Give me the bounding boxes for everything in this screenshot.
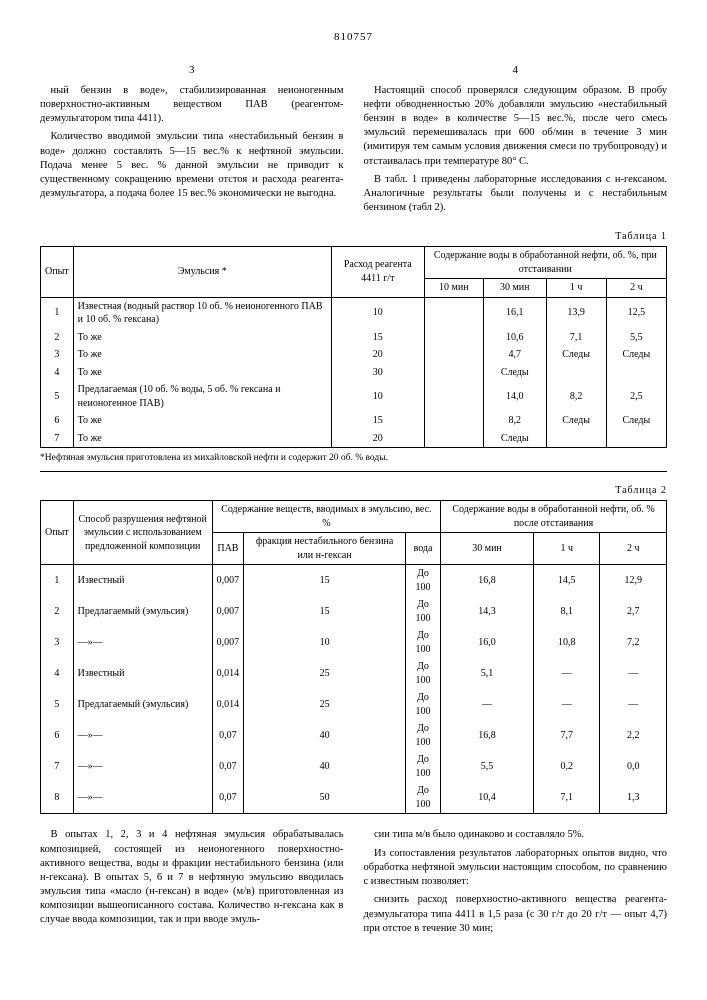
table-row: 1 Известная (водный раствор 10 об. % неи… [41,297,667,329]
paragraph: снизить расход поверхностно-активного ве… [364,893,668,936]
th: Эмульсия * [73,247,331,298]
paragraph: сии типа м/в было одинаково и составляло… [364,828,668,842]
th: 2 ч [600,533,667,565]
th: Содержание веществ, вводимых в эмульсию,… [212,501,440,533]
table-row: 5 Предлагаемый (эмульсия) 0,014 25 До 10… [41,689,667,720]
th: Содержание воды в обработанной нефти, об… [424,247,666,279]
th: ПАВ [212,533,244,565]
th: Опыт [41,501,74,565]
th: 30 мин [483,279,546,298]
th: Опыт [41,247,74,298]
th: Способ разрушения нефтяной эмульсии с ис… [73,501,212,565]
table-row: 3 —»— 0,007 10 До 100 16,0 10,8 7,2 [41,627,667,658]
th: 10 мин [424,279,483,298]
paragraph: В опытах 1, 2, 3 и 4 нефтяная эмульсия о… [40,828,344,927]
paragraph: ный бензин в воде», стабилизированная не… [40,84,344,127]
th: 1 ч [546,279,606,298]
table-row: 6 —»— 0,07 40 До 100 16,8 7,7 2,2 [41,720,667,751]
table-row: 5 Предлагаемая (10 об. % воды, 5 об. % г… [41,381,667,412]
th: 30 мин [441,533,534,565]
table1: Опыт Эмульсия * Расход реагента 4411 г/т… [40,246,667,448]
table-row: 4 То же 30 Следы [41,364,667,382]
paragraph: Количество вводимой эмульсии типа «неста… [40,130,344,201]
col-page-right: 4 [364,63,668,78]
paragraph: В табл. 1 приведены лабораторные исследо… [364,173,668,216]
table-row: 2 Предлагаемый (эмульсия) 0,007 15 До 10… [41,596,667,627]
table1-footnote: *Нефтяная эмульсия приготовлена из михай… [40,452,667,472]
table-row: 8 —»— 0,07 50 До 100 10,4 7,1 1,3 [41,782,667,814]
document-number: 810757 [40,30,667,45]
table-row: 1 Известный 0,007 15 До 100 16,8 14,5 12… [41,565,667,597]
th: Содержание воды в обработанной нефти, об… [441,501,667,533]
table-row: 3 То же 20 4,7 Следы Следы [41,346,667,364]
table-row: 7 То же 20 Следы [41,430,667,448]
paragraph: Настоящий способ проверялся следующим об… [364,84,668,169]
table2-label: Таблица 2 [40,484,667,498]
th: Расход реагента 4411 г/т [331,247,424,298]
paragraph: Из сопоставления результатов лабораторны… [364,847,668,890]
col-page-left: 3 [40,63,344,78]
table2: Опыт Способ разрушения нефтяной эмульсии… [40,500,667,814]
th: фракция нестабильного бензина или н-гекс… [244,533,406,565]
th: 2 ч [606,279,666,298]
table-row: 6 То же 15 8,2 Следы Следы [41,412,667,430]
table-row: 2 То же 15 10,6 7,1 5,5 [41,329,667,347]
table1-label: Таблица 1 [40,230,667,244]
th: 1 ч [533,533,600,565]
table-row: 7 —»— 0,07 40 До 100 5,5 0,2 0,0 [41,751,667,782]
table-row: 4 Известный 0,014 25 До 100 5,1 — — [41,658,667,689]
th: вода [406,533,441,565]
